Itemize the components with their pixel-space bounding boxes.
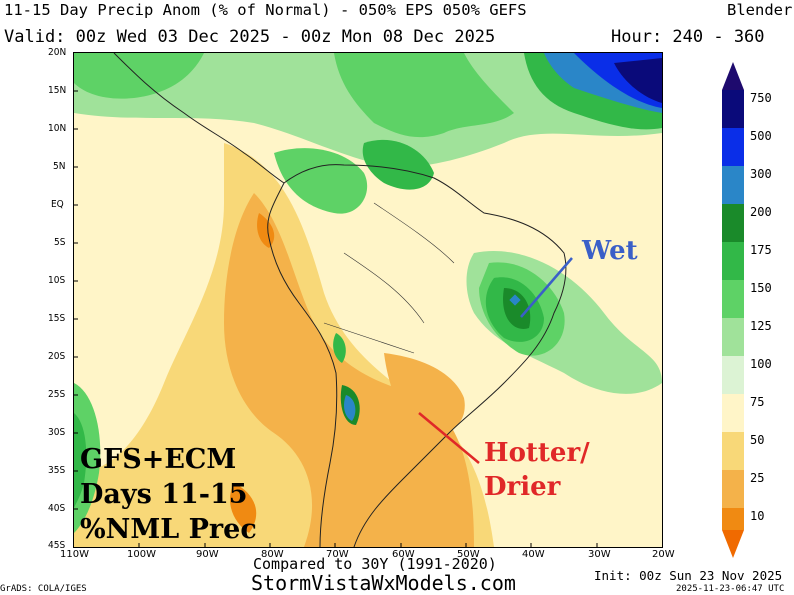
colorbar-label: 50 <box>750 433 765 447</box>
wet-region-pacific-150 <box>74 53 204 99</box>
lon-label: 50W <box>457 549 480 560</box>
colorbar-bin <box>722 508 744 530</box>
precip-anomaly-map <box>73 52 663 548</box>
grid-ticks <box>74 90 598 547</box>
colorbar-label: 175 <box>750 243 772 257</box>
colorbar-bin <box>722 128 744 166</box>
lon-label: 40W <box>522 549 545 560</box>
lat-label: 10N <box>48 123 67 134</box>
colorbar-bin <box>722 90 744 128</box>
colorbar-top-arrow <box>722 62 744 90</box>
init-time: Init: 00z Sun 23 Nov 2025 <box>594 568 783 583</box>
colorbar <box>722 62 744 558</box>
coastline-west <box>113 53 338 547</box>
colorbar-bin <box>722 432 744 470</box>
wet-region-southwest-pacific-175 <box>74 413 87 508</box>
colorbar-label: 150 <box>750 281 772 295</box>
overlay-line: Days 11-15 <box>80 479 248 510</box>
colorbar-bin <box>722 242 744 280</box>
dry-spot-patagonia <box>229 483 257 533</box>
dry-region-25 <box>224 193 474 547</box>
lon-label: 70W <box>326 549 349 560</box>
colorbar-label: 500 <box>750 129 772 143</box>
wet-region-brazil-200 <box>503 288 531 329</box>
lon-label: 90W <box>196 549 219 560</box>
lat-label: 25S <box>48 389 66 400</box>
climatology-note: Compared to 30Y (1991-2020) <box>253 555 497 573</box>
render-timestamp: 2025-11-23-06:47 UTC <box>676 584 785 594</box>
forecast-hour-range: Hour: 240 - 360 <box>611 27 765 47</box>
drier-annotation: Drier <box>484 472 561 502</box>
colorbar-label: 125 <box>750 319 772 333</box>
wet-arrow <box>520 257 573 318</box>
wet-region-southwest-pacific <box>74 383 101 533</box>
colorbar-bin <box>722 356 744 394</box>
colorbar-label: 10 <box>750 509 765 523</box>
dry-region-south-brazil <box>384 353 465 434</box>
wet-region-venezuela <box>362 139 434 190</box>
wet-spot-argentina-300 <box>344 395 356 421</box>
lat-label: 35S <box>48 465 66 476</box>
colorbar-bin <box>722 204 744 242</box>
colorbar-label: 750 <box>750 91 772 105</box>
overlay-line: GFS+ECM <box>80 444 237 475</box>
lat-label: 5S <box>54 237 66 248</box>
map-canvas <box>74 53 662 547</box>
lat-label: 20N <box>48 47 67 58</box>
lon-label: 20W <box>652 549 675 560</box>
colorbar-bin <box>722 470 744 508</box>
colorbar-label: 200 <box>750 205 772 219</box>
model-overlay-text: GFS+ECM Days 11-15 %NML Prec <box>80 442 257 547</box>
grads-credit: GrADS: COLA/IGES <box>0 584 87 594</box>
lon-label: 30W <box>588 549 611 560</box>
lat-label: 45S <box>48 540 66 551</box>
lat-label: 20S <box>48 351 66 362</box>
lat-label: 40S <box>48 503 66 514</box>
colorbar-label: 75 <box>750 395 765 409</box>
wet-region-atlantic-750 <box>614 58 662 103</box>
map-title: 11-15 Day Precip Anom (% of Normal) - 05… <box>4 1 527 19</box>
wet-spot-bolivia <box>333 333 346 363</box>
colorbar-bins <box>722 90 744 530</box>
hotter-annotation: Hotter/ <box>484 438 590 468</box>
lat-label: 10S <box>48 275 66 286</box>
dry-spot-peru <box>257 213 275 248</box>
valid-period: Valid: 00z Wed 03 Dec 2025 - 00z Mon 08 … <box>4 27 496 47</box>
lat-label: 30S <box>48 427 66 438</box>
colorbar-bin <box>722 318 744 356</box>
lat-label: 15N <box>48 85 67 96</box>
lon-label: 80W <box>261 549 284 560</box>
colorbar-label: 25 <box>750 471 765 485</box>
colorbar-bin <box>722 280 744 318</box>
lat-label: EQ <box>51 199 64 210</box>
colorbar-bin <box>722 394 744 432</box>
wet-annotation: Wet <box>582 236 638 266</box>
lon-label: 110W <box>60 549 89 560</box>
colorbar-bottom-arrow <box>722 530 744 558</box>
site-name: StormVistaWxModels.com <box>251 571 516 595</box>
lon-label: 100W <box>127 549 156 560</box>
lat-label: 5N <box>53 161 66 172</box>
colorbar-label: 300 <box>750 167 772 181</box>
overlay-line: %NML Prec <box>80 514 257 545</box>
wet-spot-brazil-300 <box>509 294 521 306</box>
colorbar-bin <box>722 166 744 204</box>
lon-label: 60W <box>392 549 415 560</box>
lat-label: 15S <box>48 313 66 324</box>
blender-label: Blender <box>727 1 793 19</box>
dry-arrow <box>418 412 480 464</box>
colorbar-label: 100 <box>750 357 772 371</box>
country-borders <box>323 202 455 354</box>
wet-region-caribbean-150 <box>334 53 514 138</box>
coastline-east <box>283 164 567 547</box>
